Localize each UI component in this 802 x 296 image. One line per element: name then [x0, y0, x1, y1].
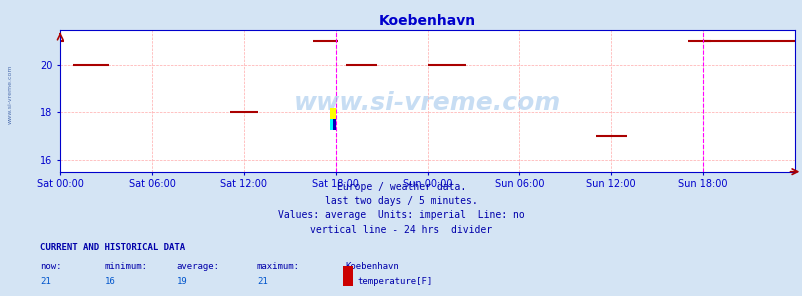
Text: 21: 21	[257, 277, 267, 286]
Text: vertical line - 24 hrs  divider: vertical line - 24 hrs divider	[310, 225, 492, 235]
Text: minimum:: minimum:	[104, 262, 148, 271]
Text: www.si-vreme.com: www.si-vreme.com	[294, 91, 561, 115]
Text: temperature[F]: temperature[F]	[357, 277, 432, 286]
Text: 21: 21	[40, 277, 51, 286]
Text: 19: 19	[176, 277, 187, 286]
Text: last two days / 5 minutes.: last two days / 5 minutes.	[325, 196, 477, 206]
Text: 16: 16	[104, 277, 115, 286]
Text: Europe / weather data.: Europe / weather data.	[337, 182, 465, 192]
Bar	[330, 119, 333, 130]
Text: www.si-vreme.com: www.si-vreme.com	[8, 65, 13, 125]
Bar	[330, 108, 335, 119]
Text: Koebenhavn: Koebenhavn	[345, 262, 399, 271]
Text: now:: now:	[40, 262, 62, 271]
Title: Koebenhavn: Koebenhavn	[379, 15, 476, 28]
Text: Values: average  Units: imperial  Line: no: Values: average Units: imperial Line: no	[277, 210, 525, 221]
Text: maximum:: maximum:	[257, 262, 300, 271]
Text: CURRENT AND HISTORICAL DATA: CURRENT AND HISTORICAL DATA	[40, 243, 185, 252]
Text: average:: average:	[176, 262, 220, 271]
Bar	[333, 119, 335, 130]
